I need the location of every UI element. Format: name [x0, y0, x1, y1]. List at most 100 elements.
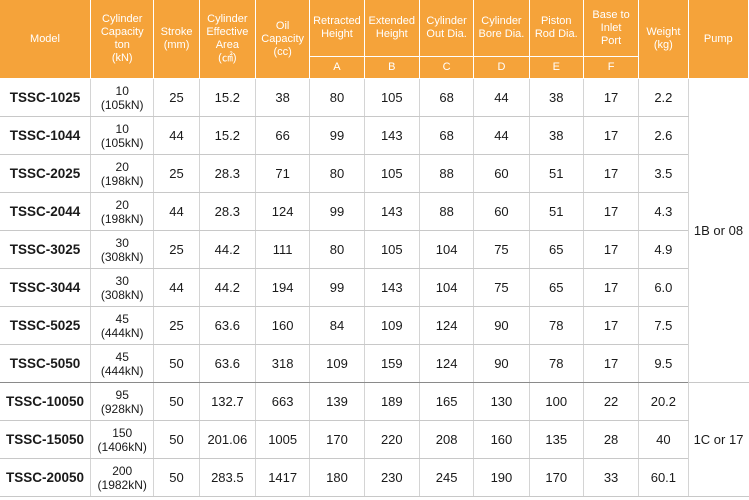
- weight-cell: 2.6: [638, 116, 689, 155]
- inlet-cell: 17: [582, 116, 639, 155]
- area-cell: 44.2: [198, 268, 256, 307]
- inlet-cell: 17: [582, 344, 639, 383]
- out-dia-cell: 88: [418, 154, 474, 193]
- out-dia-cell: 68: [418, 78, 474, 117]
- rod-dia-cell: 38: [528, 116, 584, 155]
- weight-cell: 60.1: [638, 458, 689, 497]
- capacity-cell: 10 (105kN): [90, 78, 154, 117]
- header-sub-e: E: [529, 56, 584, 79]
- inlet-cell: 17: [582, 78, 639, 117]
- table-row: TSSC-3044 30 (308kN) 44 44.2 194 99 143 1…: [0, 268, 749, 307]
- stroke-cell: 50: [153, 382, 200, 421]
- capacity-cell: 20 (198kN): [90, 192, 154, 231]
- rod-dia-cell: 170: [528, 458, 584, 497]
- weight-cell: 7.5: [638, 306, 689, 345]
- bore-dia-cell: 90: [473, 344, 530, 383]
- extended-cell: 143: [363, 116, 420, 155]
- model-cell: TSSC-3044: [0, 268, 91, 307]
- model-cell: TSSC-5025: [0, 306, 91, 345]
- table-row: TSSC-15050 150 (1406kN) 50 201.06 1005 17…: [0, 420, 749, 459]
- table-row: TSSC-2025 20 (198kN) 25 28.3 71 80 105 88…: [0, 154, 749, 193]
- retracted-cell: 99: [309, 192, 365, 231]
- model-cell: TSSC-20050: [0, 458, 91, 497]
- retracted-cell: 109: [309, 344, 365, 383]
- retracted-cell: 80: [309, 78, 365, 117]
- capacity-cell: 45 (444kN): [90, 344, 154, 383]
- rod-dia-cell: 51: [528, 154, 584, 193]
- stroke-cell: 44: [153, 192, 200, 231]
- weight-cell: 20.2: [638, 382, 689, 421]
- bore-dia-cell: 44: [473, 116, 530, 155]
- weight-cell: 6.0: [638, 268, 689, 307]
- extended-cell: 105: [363, 78, 420, 117]
- stroke-cell: 44: [153, 116, 200, 155]
- extended-cell: 143: [363, 192, 420, 231]
- extended-cell: 230: [363, 458, 420, 497]
- rod-dia-cell: 100: [528, 382, 584, 421]
- retracted-cell: 180: [309, 458, 365, 497]
- extended-cell: 159: [363, 344, 420, 383]
- bore-dia-cell: 190: [473, 458, 530, 497]
- area-cell: 132.7: [198, 382, 256, 421]
- inlet-cell: 17: [582, 192, 639, 231]
- out-dia-cell: 68: [418, 116, 474, 155]
- table-row: TSSC-2044 20 (198kN) 44 28.3 124 99 143 8…: [0, 192, 749, 231]
- table-row: TSSC-3025 30 (308kN) 25 44.2 111 80 105 1…: [0, 230, 749, 269]
- out-dia-cell: 88: [418, 192, 474, 231]
- extended-cell: 220: [363, 420, 420, 459]
- weight-cell: 4.3: [638, 192, 689, 231]
- model-cell: TSSC-1025: [0, 78, 91, 117]
- retracted-cell: 80: [309, 230, 365, 269]
- stroke-cell: 25: [153, 78, 200, 117]
- rod-dia-cell: 65: [528, 268, 584, 307]
- oil-cell: 111: [254, 230, 310, 269]
- area-cell: 63.6: [198, 344, 256, 383]
- header-weight: Weight (kg): [638, 0, 689, 79]
- area-cell: 15.2: [198, 116, 256, 155]
- area-cell: 283.5: [198, 458, 256, 497]
- header-model: Model: [0, 0, 92, 79]
- header-sub-d: D: [473, 56, 530, 79]
- header-pump: Pump: [688, 0, 749, 79]
- header-stroke: Stroke (mm): [153, 0, 200, 79]
- oil-cell: 1005: [254, 420, 310, 459]
- spec-table-body: TSSC-1025 10 (105kN) 25 15.2 38 80 105 68…: [0, 78, 749, 497]
- header-inlet: Base to Inlet Port: [583, 0, 640, 57]
- table-row: TSSC-5050 45 (444kN) 50 63.6 318 109 159 …: [0, 344, 749, 383]
- oil-cell: 38: [254, 78, 310, 117]
- out-dia-cell: 245: [418, 458, 474, 497]
- inlet-cell: 28: [582, 420, 639, 459]
- rod-dia-cell: 51: [528, 192, 584, 231]
- stroke-cell: 50: [153, 458, 200, 497]
- retracted-cell: 84: [309, 306, 365, 345]
- model-cell: TSSC-10050: [0, 382, 91, 421]
- rod-dia-cell: 65: [528, 230, 584, 269]
- header-sub-f: F: [583, 56, 640, 79]
- stroke-cell: 50: [153, 420, 200, 459]
- inlet-cell: 22: [582, 382, 639, 421]
- model-cell: TSSC-3025: [0, 230, 91, 269]
- oil-cell: 663: [254, 382, 310, 421]
- out-dia-cell: 104: [418, 268, 474, 307]
- oil-cell: 194: [254, 268, 310, 307]
- bore-dia-cell: 90: [473, 306, 530, 345]
- bore-dia-cell: 60: [473, 192, 530, 231]
- bore-dia-cell: 44: [473, 78, 530, 117]
- header-area: Cylinder Effective Area (㎠): [199, 0, 257, 79]
- bore-dia-cell: 160: [473, 420, 530, 459]
- table-row: TSSC-1044 10 (105kN) 44 15.2 66 99 143 68…: [0, 116, 749, 155]
- inlet-cell: 17: [582, 230, 639, 269]
- out-dia-cell: 124: [418, 344, 474, 383]
- area-cell: 28.3: [198, 192, 256, 231]
- bore-dia-cell: 75: [473, 268, 530, 307]
- oil-cell: 160: [254, 306, 310, 345]
- bore-dia-cell: 75: [473, 230, 530, 269]
- table-row: TSSC-5025 45 (444kN) 25 63.6 160 84 109 1…: [0, 306, 749, 345]
- weight-cell: 40: [638, 420, 689, 459]
- table-row: TSSC-10050 95 (928kN) 50 132.7 663 139 18…: [0, 382, 749, 497]
- extended-cell: 105: [363, 230, 420, 269]
- header-out-dia: Cylinder Out Dia.: [419, 0, 475, 57]
- weight-cell: 3.5: [638, 154, 689, 193]
- model-cell: TSSC-5050: [0, 344, 91, 383]
- header-oil: Oil Capacity (cc): [255, 0, 311, 79]
